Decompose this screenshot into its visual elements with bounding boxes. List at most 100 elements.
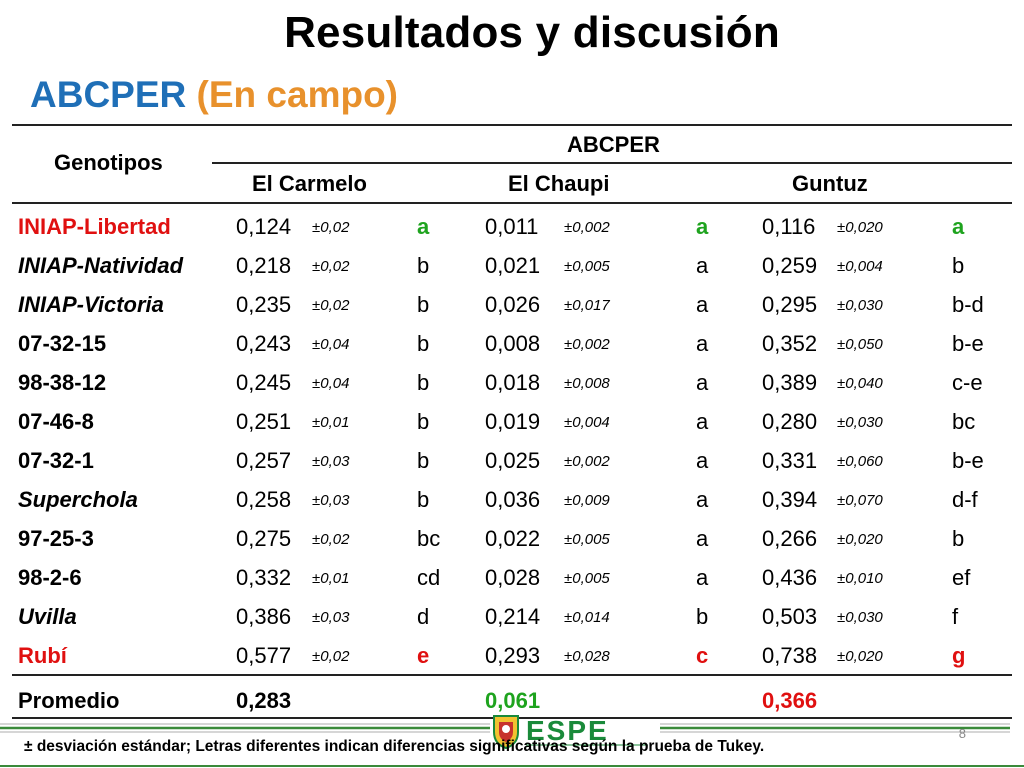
sd-cell: ±0,002 bbox=[564, 453, 610, 470]
sd-cell: ±0,020 bbox=[837, 648, 883, 665]
sd-cell: ±0,030 bbox=[837, 414, 883, 431]
slide-subtitle: ABCPER (En campo) bbox=[30, 74, 398, 116]
tukey-letter: bc bbox=[417, 526, 441, 551]
value-cell: 0,394 bbox=[762, 487, 818, 512]
sd-cell: ±0,009 bbox=[564, 492, 610, 509]
genotype-name: Rubí bbox=[18, 643, 67, 668]
sd-cell: ±0,02 bbox=[312, 297, 350, 314]
sd-cell: ±0,017 bbox=[564, 297, 610, 314]
sd-cell: ±0,060 bbox=[837, 453, 883, 470]
shield-icon bbox=[493, 715, 519, 750]
sd-cell: ±0,03 bbox=[312, 453, 350, 470]
tukey-letter: bc bbox=[952, 409, 976, 434]
location-header: Guntuz bbox=[792, 171, 868, 196]
sd-cell: ±0,040 bbox=[837, 375, 883, 392]
genotype-name: 07-46-8 bbox=[18, 409, 94, 434]
tukey-letter: b bbox=[696, 604, 709, 629]
value-cell: 0,295 bbox=[762, 292, 818, 317]
table-rule bbox=[12, 674, 1012, 676]
tukey-letter: a bbox=[696, 370, 709, 395]
value-cell: 0,352 bbox=[762, 331, 818, 356]
table-rule bbox=[12, 124, 1012, 126]
genotype-name: Superchola bbox=[18, 487, 138, 512]
value-cell: 0,021 bbox=[485, 253, 541, 278]
genotype-name: 07-32-15 bbox=[18, 331, 107, 356]
tukey-letter: b bbox=[417, 253, 430, 278]
subtitle-en-campo: (En campo) bbox=[196, 74, 398, 115]
value-cell: 0,293 bbox=[485, 643, 541, 668]
sd-cell: ±0,028 bbox=[564, 648, 610, 665]
page-number: 8 bbox=[958, 726, 966, 741]
sd-cell: ±0,030 bbox=[837, 609, 883, 626]
value-cell: 0,331 bbox=[762, 448, 818, 473]
value-cell: 0,025 bbox=[485, 448, 541, 473]
table-rule bbox=[12, 202, 1012, 204]
tukey-letter: c-e bbox=[952, 370, 983, 395]
sd-cell: ±0,01 bbox=[312, 414, 350, 431]
genotype-name: 98-38-12 bbox=[18, 370, 107, 395]
value-cell: 0,257 bbox=[236, 448, 292, 473]
value-cell: 0,275 bbox=[236, 526, 292, 551]
tukey-letter: b bbox=[952, 526, 965, 551]
value-cell: 0,738 bbox=[762, 643, 818, 668]
sd-cell: ±0,050 bbox=[837, 336, 883, 353]
sd-cell: ±0,02 bbox=[312, 258, 350, 275]
tukey-letter: b bbox=[417, 331, 430, 356]
sd-cell: ±0,02 bbox=[312, 531, 350, 548]
subtitle-abcper: ABCPER bbox=[30, 74, 187, 115]
location-header: El Carmelo bbox=[252, 171, 367, 196]
sd-cell: ±0,03 bbox=[312, 492, 350, 509]
sd-cell: ±0,020 bbox=[837, 219, 883, 236]
sd-cell: ±0,03 bbox=[312, 609, 350, 626]
value-cell: 0,436 bbox=[762, 565, 818, 590]
tukey-letter: a bbox=[696, 565, 709, 590]
genotype-name: 07-32-1 bbox=[18, 448, 94, 473]
sd-cell: ±0,02 bbox=[312, 219, 350, 236]
value-cell: 0,245 bbox=[236, 370, 292, 395]
tukey-letter: b bbox=[417, 487, 430, 512]
value-cell: 0,214 bbox=[485, 604, 541, 629]
tukey-letter: b bbox=[417, 409, 430, 434]
sd-cell: ±0,04 bbox=[312, 336, 350, 353]
logo-wordmark: ESPE bbox=[526, 715, 609, 746]
sd-cell: ±0,030 bbox=[837, 297, 883, 314]
sd-cell: ±0,01 bbox=[312, 570, 350, 587]
genotype-name: Uvilla bbox=[18, 604, 77, 629]
sd-cell: ±0,002 bbox=[564, 336, 610, 353]
value-cell: 0,036 bbox=[485, 487, 541, 512]
sd-cell: ±0,014 bbox=[564, 609, 610, 626]
sd-cell: ±0,004 bbox=[837, 258, 883, 275]
espe-logo: ESPE bbox=[488, 712, 658, 750]
average-el-carmelo: 0,283 bbox=[236, 688, 292, 713]
value-cell: 0,258 bbox=[236, 487, 292, 512]
sd-cell: ±0,04 bbox=[312, 375, 350, 392]
tukey-letter: cd bbox=[417, 565, 441, 590]
value-cell: 0,124 bbox=[236, 214, 292, 239]
tukey-letter: d bbox=[417, 604, 430, 629]
sd-cell: ±0,005 bbox=[564, 570, 610, 587]
tukey-letter: e bbox=[417, 643, 430, 668]
value-cell: 0,218 bbox=[236, 253, 292, 278]
slide-title: Resultados y discusión bbox=[284, 8, 780, 57]
value-cell: 0,028 bbox=[485, 565, 541, 590]
tukey-letter: a bbox=[696, 214, 709, 239]
tukey-letter: g bbox=[952, 643, 966, 668]
table-rule bbox=[212, 162, 1012, 164]
sd-cell: ±0,02 bbox=[312, 648, 350, 665]
value-cell: 0,011 bbox=[485, 214, 539, 239]
tukey-letter: a bbox=[696, 292, 709, 317]
tukey-letter: a bbox=[696, 448, 709, 473]
tukey-letter: a bbox=[696, 409, 709, 434]
value-cell: 0,026 bbox=[485, 292, 541, 317]
tukey-letter: a bbox=[417, 214, 430, 239]
tukey-letter: b-e bbox=[952, 448, 984, 473]
average-guntuz: 0,366 bbox=[762, 688, 818, 713]
sd-cell: ±0,010 bbox=[837, 570, 883, 587]
tukey-letter: a bbox=[952, 214, 965, 239]
abcper-group-header: ABCPER bbox=[567, 132, 660, 157]
average-el-chaupi: 0,061 bbox=[485, 688, 541, 713]
genotype-name: 97-25-3 bbox=[18, 526, 94, 551]
value-cell: 0,243 bbox=[236, 331, 292, 356]
sd-cell: ±0,002 bbox=[564, 219, 610, 236]
genotype-name: INIAP-Natividad bbox=[18, 253, 184, 278]
